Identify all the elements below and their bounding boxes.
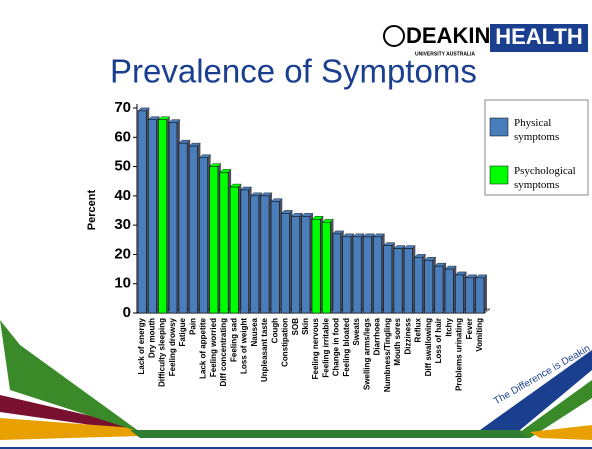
bar bbox=[281, 213, 289, 313]
bar bbox=[332, 234, 340, 313]
x-tick-label: Difficulty sleeping bbox=[158, 318, 167, 387]
x-tick-label: Swelling arms/legs bbox=[362, 317, 371, 390]
x-tick-label: Loss of weight bbox=[240, 318, 249, 374]
legend-swatch bbox=[490, 166, 508, 184]
bar bbox=[363, 237, 371, 313]
x-tick-label: Fatigue bbox=[178, 317, 187, 346]
x-tick-label: Loss of hair bbox=[434, 318, 443, 363]
y-tick-label: 0 bbox=[123, 304, 131, 321]
bar bbox=[404, 249, 412, 313]
x-tick-label: Nausea bbox=[250, 317, 259, 346]
x-tick-label: Constipation bbox=[281, 318, 290, 367]
bar bbox=[271, 202, 279, 313]
x-tick-label: Lack of energy bbox=[137, 317, 146, 374]
bar bbox=[312, 219, 320, 313]
x-tick-label: Dry mouth bbox=[147, 318, 156, 358]
x-tick-label: Feeling nervous bbox=[311, 317, 320, 379]
x-tick-label: Mouth sores bbox=[393, 317, 402, 365]
bar bbox=[210, 167, 218, 313]
x-tick-label: Cough bbox=[270, 318, 279, 343]
x-tick-label: Diarrhoea bbox=[373, 317, 382, 355]
x-tick-label: Diff swallowing bbox=[424, 318, 433, 376]
slide: DEAKIN HEALTH UNIVERSITY AUSTRALIA Preva… bbox=[0, 0, 592, 449]
x-tick-label: Feeling sad bbox=[229, 318, 238, 362]
logo-health: HEALTH bbox=[495, 24, 583, 49]
bar bbox=[292, 216, 300, 313]
x-tick-label: Pain bbox=[188, 318, 197, 335]
y-tick-label: 50 bbox=[114, 158, 131, 175]
bar bbox=[384, 246, 392, 313]
bar bbox=[302, 216, 310, 313]
y-tick-label: 40 bbox=[114, 187, 131, 204]
x-tick-label: Fever bbox=[465, 318, 474, 339]
y-tick-label: 10 bbox=[114, 275, 131, 292]
slide-title: Prevalence of Symptoms bbox=[110, 53, 477, 90]
bar bbox=[138, 111, 146, 313]
bar-side bbox=[238, 184, 241, 313]
y-tick-label: 60 bbox=[114, 128, 131, 145]
y-tick-label: 30 bbox=[114, 216, 131, 233]
bar bbox=[220, 172, 228, 313]
x-tick-label: Unpleasant taste bbox=[260, 317, 269, 382]
x-tick-label: Sweats bbox=[352, 317, 361, 345]
bar bbox=[414, 257, 422, 313]
bar bbox=[261, 196, 269, 313]
bar-side bbox=[330, 219, 333, 313]
bar bbox=[158, 120, 166, 313]
bar bbox=[240, 190, 248, 313]
bar bbox=[169, 123, 177, 313]
y-axis-label: Percent bbox=[86, 189, 98, 230]
x-tick-label: Diff concentrating bbox=[219, 318, 228, 387]
x-tick-label: Itchy bbox=[444, 317, 453, 336]
bar bbox=[425, 260, 433, 313]
legend-swatch bbox=[490, 118, 508, 136]
x-tick-label: Lack of appetite bbox=[199, 317, 208, 378]
bar bbox=[455, 275, 463, 313]
bar bbox=[476, 278, 484, 313]
bar bbox=[394, 249, 402, 313]
bar bbox=[343, 237, 351, 313]
bar bbox=[466, 278, 474, 313]
bar bbox=[353, 237, 361, 313]
bar bbox=[373, 237, 381, 313]
bar bbox=[322, 222, 330, 313]
x-tick-label: Problems urinating bbox=[455, 318, 464, 391]
bar bbox=[179, 143, 187, 313]
x-tick-label: Numbness/Tingling bbox=[383, 318, 392, 392]
bar bbox=[189, 146, 197, 313]
bar-side bbox=[484, 275, 487, 313]
bar bbox=[251, 196, 259, 313]
x-tick-label: Feeling bloated bbox=[342, 318, 351, 377]
x-tick-label: Feeling worried bbox=[209, 318, 218, 377]
bar bbox=[230, 187, 238, 313]
x-tick-label: Feeling drowsy bbox=[168, 317, 177, 376]
swoosh-line bbox=[130, 430, 530, 438]
x-tick-label: Reflux bbox=[414, 317, 423, 342]
x-tick-label: Dizziness bbox=[403, 317, 412, 354]
bar bbox=[148, 120, 156, 313]
x-tick-label: Skin bbox=[301, 318, 310, 335]
bar bbox=[199, 158, 207, 313]
bar-side bbox=[167, 117, 170, 313]
y-tick-label: 20 bbox=[114, 245, 131, 262]
logo-deakin: DEAKIN bbox=[406, 23, 490, 48]
bar bbox=[445, 269, 453, 313]
y-tick-label: 70 bbox=[114, 99, 131, 116]
x-tick-label: Change in food bbox=[332, 318, 341, 376]
bar bbox=[435, 266, 443, 313]
x-tick-label: SOB bbox=[291, 318, 300, 336]
x-tick-label: Feeling irritable bbox=[321, 317, 330, 377]
x-tick-label: Vomiting bbox=[475, 318, 484, 352]
